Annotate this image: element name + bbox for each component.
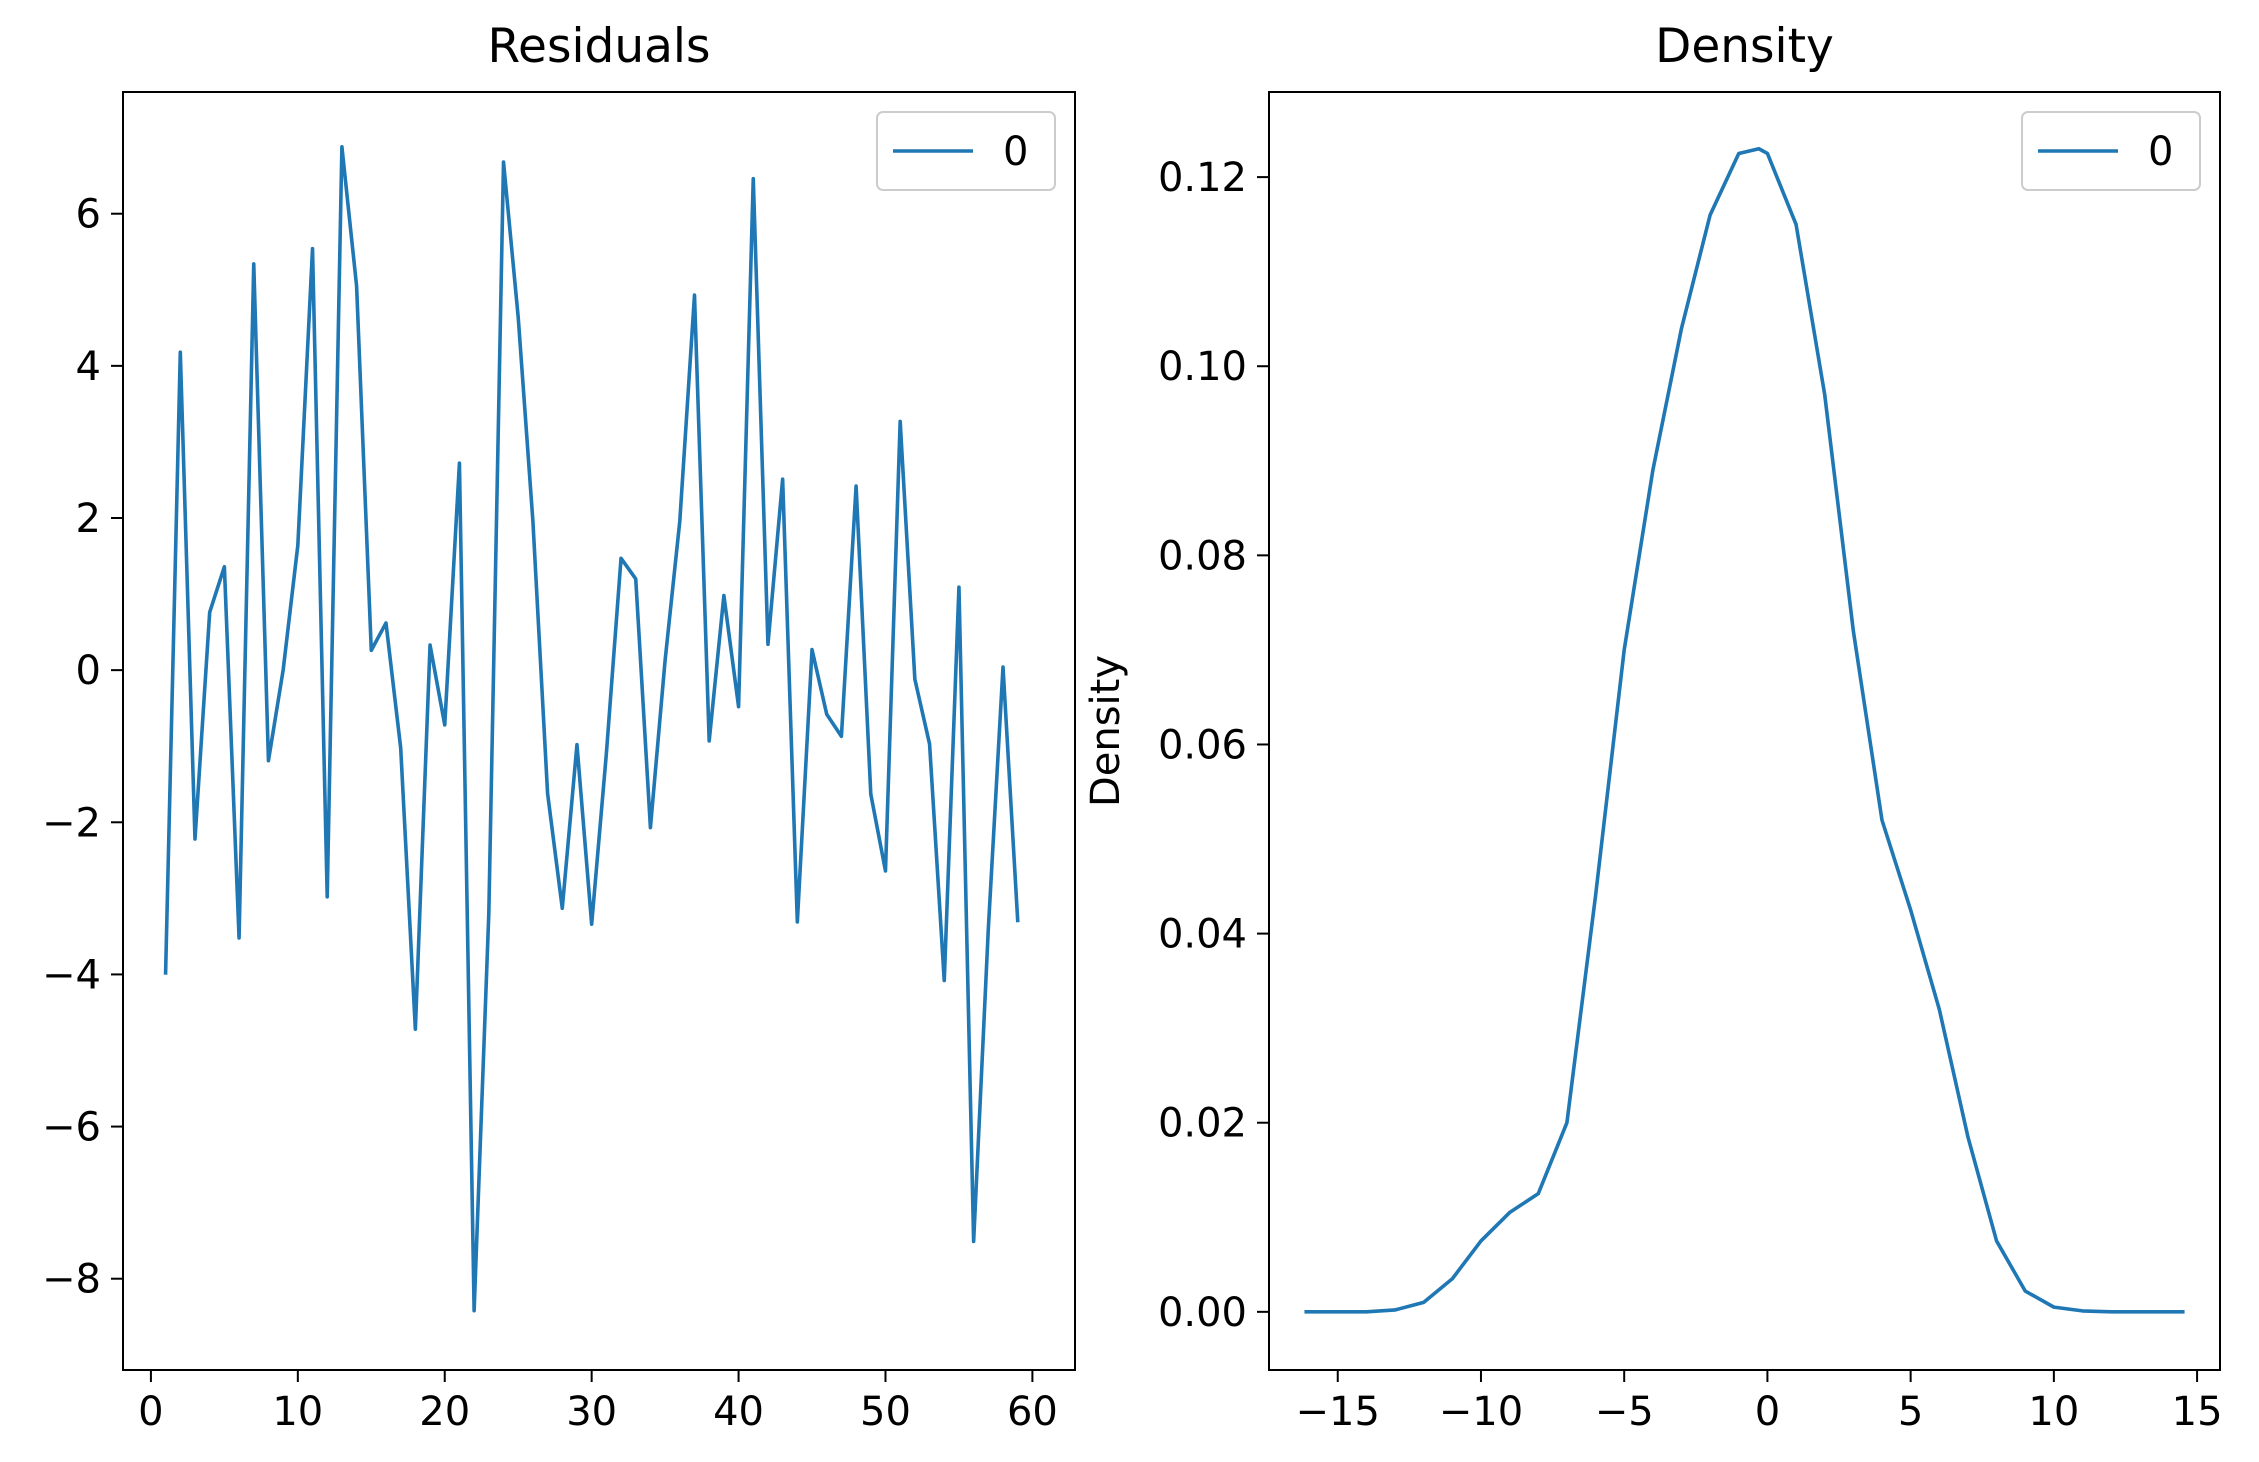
density-panel: Density −15 −10 −5 0 5 10 15 0.00 0.02 0.04 0.06 0.0… <box>1083 19 2223 1435</box>
density-x-tick-label: −5 <box>1595 1389 1654 1435</box>
density-y-tick-label: 0.04 <box>1158 912 1247 958</box>
residuals-x-tick-label: 40 <box>713 1389 764 1435</box>
density-y-tick-label: 0.12 <box>1158 155 1247 201</box>
density-y-tick-label: 0.02 <box>1158 1101 1247 1147</box>
residuals-x-tick-label: 60 <box>1007 1389 1058 1435</box>
density-x-tick-label: −15 <box>1296 1389 1380 1435</box>
residuals-x-tick-label: 0 <box>138 1389 163 1435</box>
residuals-series-line-0 <box>163 144 1020 1313</box>
density-x-tick-label: 15 <box>2172 1389 2223 1435</box>
density-y-tick-label: 0.00 <box>1158 1290 1247 1336</box>
density-y-tick-label: 0.06 <box>1158 722 1247 768</box>
residuals-x-tick-label: 50 <box>860 1389 911 1435</box>
residuals-y-tick-label: 6 <box>76 192 101 238</box>
density-y-tick-label: 0.08 <box>1158 533 1247 579</box>
residuals-legend: 0 <box>876 111 1056 191</box>
density-x-tick-label: 0 <box>1755 1389 1780 1435</box>
residuals-legend-label: 0 <box>1003 129 1028 175</box>
residuals-y-tick-label: 2 <box>76 496 101 542</box>
density-legend: 0 <box>2021 111 2201 191</box>
density-y-axis-label: Density <box>1083 655 1129 807</box>
residuals-y-tick-label: 0 <box>76 648 101 694</box>
density-series-line-0 <box>1304 146 2185 1314</box>
residuals-y-tick-label: −8 <box>42 1257 101 1303</box>
density-y-tick-label: 0.10 <box>1158 344 1247 390</box>
density-x-tick-label: −10 <box>1439 1389 1523 1435</box>
residuals-chart-title: Residuals <box>488 19 711 74</box>
residuals-y-tick-label: −4 <box>42 952 101 998</box>
residuals-y-tick-label: 4 <box>76 344 101 390</box>
residuals-x-tick-label: 30 <box>566 1389 617 1435</box>
density-legend-label: 0 <box>2148 129 2173 175</box>
residuals-y-tick-label: −6 <box>42 1105 101 1151</box>
residuals-axes-frame <box>122 91 1076 1371</box>
density-axes-frame <box>1268 91 2221 1371</box>
density-x-tick-label: 10 <box>2028 1389 2079 1435</box>
density-x-tick-label: 5 <box>1898 1389 1923 1435</box>
residuals-y-tick-label: −2 <box>42 800 101 846</box>
residuals-x-tick-label: 20 <box>419 1389 470 1435</box>
density-chart-title: Density <box>1655 19 1834 74</box>
residuals-x-tick-label: 10 <box>272 1389 323 1435</box>
